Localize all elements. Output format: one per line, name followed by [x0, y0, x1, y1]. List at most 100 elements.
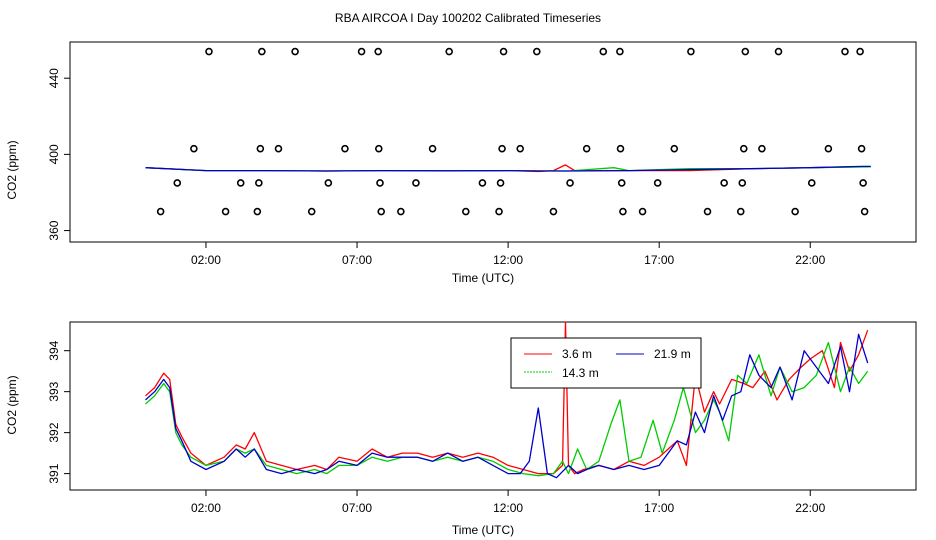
panel-bottom: 02:00 07:00 12:00 17:00 22:00 391 392 393 394 Ti…: [5, 321, 917, 537]
circle-points-layer: [156, 47, 869, 216]
calibration-point: [357, 47, 366, 56]
panel-top: 02:00 07:00 12:00 17:00 22:00 360 400 440 Time …: [5, 41, 917, 285]
y-axis-label-bottom: CO2 (ppm): [5, 375, 19, 434]
calibration-point: [857, 144, 866, 153]
calibration-point: [739, 144, 748, 153]
series-line-3-6-m: [145, 321, 869, 475]
calibration-point: [549, 207, 558, 216]
calibration-point: [807, 179, 816, 187]
calibration-point: [274, 144, 283, 153]
calibration-point: [859, 179, 867, 187]
calibration-point: [616, 47, 624, 56]
series-line-14-3-m: [145, 341, 869, 477]
y-axis-label-top: CO2 (ppm): [5, 140, 19, 199]
x-tick-label: 07:00: [342, 501, 372, 515]
calibration-point: [412, 179, 420, 187]
calibration-point: [860, 207, 869, 216]
x-tick-label: 02:00: [191, 253, 221, 267]
y-tick-label: 400: [47, 144, 61, 164]
calibration-point: [205, 47, 213, 56]
calibration-point: [495, 207, 503, 216]
calibration-point: [738, 179, 747, 187]
calibration-point: [462, 207, 470, 216]
calibration-point: [791, 207, 799, 216]
figure-title: RBA AIRCOA I Day 100202 Calibrated Times…: [335, 11, 601, 25]
y-tick-label: 394: [47, 340, 61, 360]
calibration-point: [653, 179, 662, 187]
calibration-point: [619, 207, 627, 216]
calibration-point: [291, 47, 299, 56]
calibration-point: [736, 207, 745, 216]
calibration-point: [377, 207, 386, 216]
calibration-point: [255, 179, 263, 187]
legend-box: [510, 337, 702, 389]
calibration-point: [496, 179, 505, 187]
calibration-point: [221, 207, 230, 216]
x-axis-label-top: Time (UTC): [452, 271, 514, 285]
y-tick-label: 440: [47, 68, 61, 88]
calibration-point: [478, 179, 487, 187]
calibration-point: [582, 144, 591, 153]
calibration-point: [856, 47, 864, 56]
calibration-point: [307, 207, 316, 216]
x-tick-label: 02:00: [191, 501, 221, 515]
x-tick-label: 17:00: [644, 501, 674, 515]
calibration-point: [498, 144, 506, 153]
calibration-point: [741, 47, 750, 56]
axes-layer: 02:00 07:00 12:00 17:00 22:00 360 400 440: [47, 68, 826, 267]
calibration-point: [376, 179, 384, 187]
calibration-point: [566, 179, 574, 187]
calibration-point: [428, 144, 437, 153]
calibration-point: [720, 179, 728, 187]
x-axis-label-bottom: Time (UTC): [452, 523, 514, 537]
legend: 3.6 m 14.3 m 21.9 m: [510, 337, 702, 389]
calibration-point: [445, 47, 453, 56]
calibration-point: [516, 144, 524, 153]
calibration-point: [599, 47, 608, 56]
calibration-point: [774, 47, 783, 56]
series-line-21-9-m: [145, 333, 869, 479]
series-lines-layer: [145, 321, 869, 479]
legend-label-3-6m: 3.6 m: [562, 347, 592, 361]
y-tick-label: 360: [47, 220, 61, 240]
calibration-point: [256, 144, 265, 153]
x-tick-label: 17:00: [644, 253, 674, 267]
calibration-point: [397, 207, 405, 216]
calibration-point: [341, 144, 349, 153]
calibration-point: [173, 179, 182, 187]
calibration-point: [617, 179, 626, 187]
calibration-point: [236, 179, 245, 187]
legend-label-14-3m: 14.3 m: [562, 366, 599, 380]
calibration-point: [374, 144, 383, 153]
calibration-point: [824, 144, 833, 153]
calibration-point: [616, 144, 625, 153]
y-tick-label: 392: [47, 422, 61, 442]
calibration-point: [638, 207, 647, 216]
calibration-point: [324, 179, 333, 187]
calibration-point: [190, 144, 198, 153]
y-tick-label: 393: [47, 381, 61, 401]
calibration-point: [670, 144, 679, 153]
y-tick-label: 391: [47, 463, 61, 483]
calibration-point: [703, 207, 712, 216]
series-lines-layer: [145, 164, 871, 173]
calibration-point: [841, 47, 849, 56]
calibration-point: [758, 144, 766, 153]
x-tick-label: 07:00: [342, 253, 372, 267]
legend-label-21-9m: 21.9 m: [654, 347, 691, 361]
calibration-point: [687, 47, 695, 56]
x-tick-label: 22:00: [795, 501, 825, 515]
x-tick-label: 22:00: [795, 253, 825, 267]
x-tick-label: 12:00: [493, 501, 523, 515]
x-tick-label: 12:00: [493, 253, 523, 267]
calibration-point: [258, 47, 266, 56]
calibration-point: [499, 47, 508, 56]
axes-layer: 02:00 07:00 12:00 17:00 22:00 391 392 393 394: [47, 340, 826, 515]
calibration-point: [374, 47, 382, 56]
calibration-point: [253, 207, 262, 216]
calibration-point: [156, 207, 165, 216]
series-line: [145, 165, 871, 172]
calibration-point: [533, 47, 541, 56]
plot-frame-top: [69, 41, 917, 243]
